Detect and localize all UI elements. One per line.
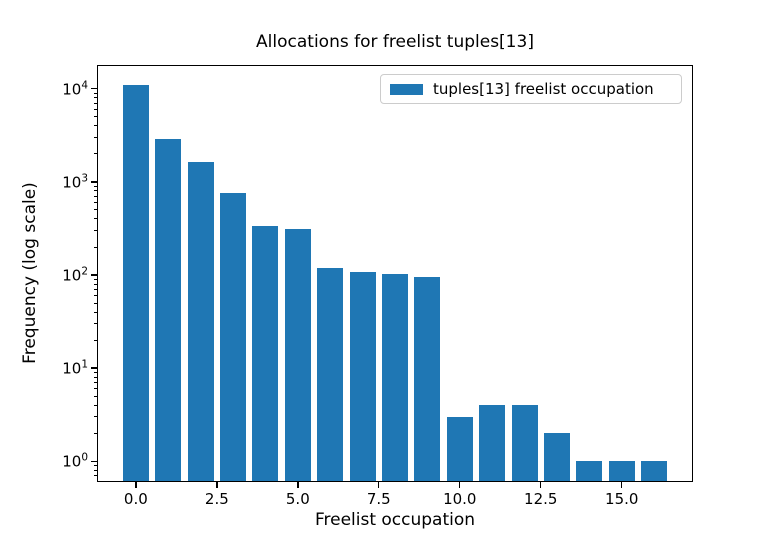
y-axis-minor-tick bbox=[93, 92, 97, 94]
legend: tuples[13] freelist occupation bbox=[380, 74, 682, 104]
bar bbox=[382, 274, 408, 482]
y-axis-minor-tick bbox=[93, 302, 97, 304]
bar bbox=[544, 433, 570, 482]
y-axis-minor-tick bbox=[93, 218, 97, 220]
y-axis-minor-tick bbox=[93, 185, 97, 187]
x-axis-tick-label: 15.0 bbox=[605, 490, 639, 508]
y-axis-minor-tick bbox=[93, 339, 97, 341]
x-axis-tick bbox=[378, 482, 380, 488]
y-axis-minor-tick bbox=[93, 432, 97, 434]
y-axis-minor-tick bbox=[93, 97, 97, 99]
y-axis-minor-tick bbox=[93, 125, 97, 127]
y-axis-minor-tick bbox=[93, 404, 97, 406]
y-axis-minor-tick bbox=[93, 116, 97, 118]
bar bbox=[252, 225, 279, 482]
x-axis-tick-label: 10.0 bbox=[443, 490, 477, 508]
y-axis-minor-tick bbox=[93, 288, 97, 290]
x-axis-tick-label: 2.5 bbox=[204, 490, 229, 508]
legend-swatch bbox=[390, 83, 423, 95]
bar bbox=[220, 193, 246, 482]
y-axis-minor-tick bbox=[93, 102, 97, 104]
bar bbox=[155, 138, 182, 482]
y-axis-minor-tick bbox=[93, 136, 97, 138]
bar bbox=[414, 277, 441, 482]
y-axis-minor-tick bbox=[93, 246, 97, 248]
y-axis-tick bbox=[91, 274, 97, 276]
y-axis-minor-tick bbox=[93, 469, 97, 471]
x-axis-tick bbox=[216, 482, 218, 488]
x-axis-tick bbox=[459, 482, 461, 488]
y-axis-minor-tick bbox=[93, 323, 97, 325]
y-axis-minor-tick bbox=[93, 209, 97, 211]
x-axis-tick bbox=[540, 482, 542, 488]
y-axis-tick bbox=[91, 88, 97, 90]
y-axis-minor-tick bbox=[93, 295, 97, 297]
y-axis-minor-tick bbox=[93, 371, 97, 373]
y-axis-minor-tick bbox=[93, 376, 97, 378]
x-axis-tick-label: 7.5 bbox=[366, 490, 391, 508]
y-axis-minor-tick bbox=[93, 195, 97, 197]
y-axis-minor-tick bbox=[93, 283, 97, 285]
y-axis-tick bbox=[91, 367, 97, 369]
y-axis-minor-tick bbox=[93, 395, 97, 397]
y-axis-minor-tick bbox=[93, 475, 97, 477]
y-axis-minor-tick bbox=[93, 230, 97, 232]
y-axis-minor-tick bbox=[93, 108, 97, 110]
y-axis-tick bbox=[91, 460, 97, 463]
plot-area: 0.0 2.5 5.0 7.5 10.0 12.5 15.0 100 101 102 103 104 … bbox=[62, 65, 693, 508]
bar bbox=[122, 84, 149, 482]
bar bbox=[349, 271, 376, 482]
bar bbox=[284, 228, 311, 482]
chart-title: Allocations for freelist tuples[13] bbox=[256, 32, 534, 52]
y-axis-minor-tick bbox=[93, 388, 97, 390]
y-axis-tick-label: 101 bbox=[62, 358, 88, 378]
y-axis-tick bbox=[91, 181, 97, 183]
bar bbox=[608, 461, 635, 482]
bar bbox=[187, 161, 214, 482]
y-axis-tick-label: 103 bbox=[62, 172, 88, 192]
y-axis-minor-tick bbox=[93, 190, 97, 192]
y-axis-label: Frequency (log scale) bbox=[20, 182, 40, 364]
y-axis-minor-tick bbox=[93, 153, 97, 155]
x-axis-label: Freelist occupation bbox=[314, 510, 476, 530]
y-axis-minor-tick bbox=[93, 311, 97, 313]
legend-label: tuples[13] freelist occupation bbox=[433, 80, 654, 98]
x-axis-tick-label: 5.0 bbox=[285, 490, 310, 508]
bar bbox=[479, 405, 506, 482]
y-axis-tick-label: 100 bbox=[62, 451, 88, 471]
bar bbox=[317, 267, 344, 482]
bar bbox=[641, 461, 668, 482]
y-axis-minor-tick bbox=[93, 382, 97, 384]
x-axis-tick bbox=[135, 482, 137, 488]
y-axis-tick-label: 102 bbox=[62, 265, 88, 285]
bar bbox=[576, 461, 603, 482]
x-axis-tick-label: 12.5 bbox=[524, 490, 558, 508]
y-axis-minor-tick bbox=[93, 465, 97, 467]
y-axis-tick-label: 104 bbox=[62, 79, 88, 99]
x-axis-tick bbox=[297, 482, 299, 488]
bar bbox=[446, 416, 473, 482]
y-axis-minor-tick bbox=[93, 416, 97, 418]
y-axis-minor-tick bbox=[93, 278, 97, 280]
y-axis-minor-tick bbox=[93, 202, 97, 204]
bar bbox=[511, 405, 538, 482]
x-axis-tick bbox=[621, 482, 623, 488]
x-axis-tick-label: 0.0 bbox=[123, 490, 148, 508]
